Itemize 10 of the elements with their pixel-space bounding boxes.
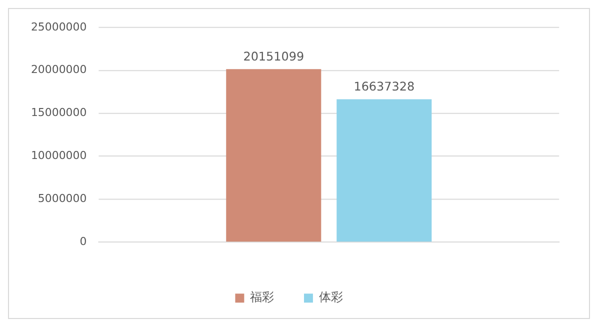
y-tick-label: 10000000 xyxy=(30,149,87,162)
y-tick-label: 20000000 xyxy=(30,63,87,76)
y-tick-label: 15000000 xyxy=(30,106,87,120)
data-label: 16637328 xyxy=(354,79,415,94)
y-tick-label: 0 xyxy=(80,234,87,248)
legend-label: 福彩 xyxy=(250,290,274,304)
data-label: 20151099 xyxy=(243,49,304,64)
y-tick-label: 5000000 xyxy=(38,192,87,206)
y-tick-label: 25000000 xyxy=(30,20,87,34)
legend-label: 体彩 xyxy=(318,290,343,304)
